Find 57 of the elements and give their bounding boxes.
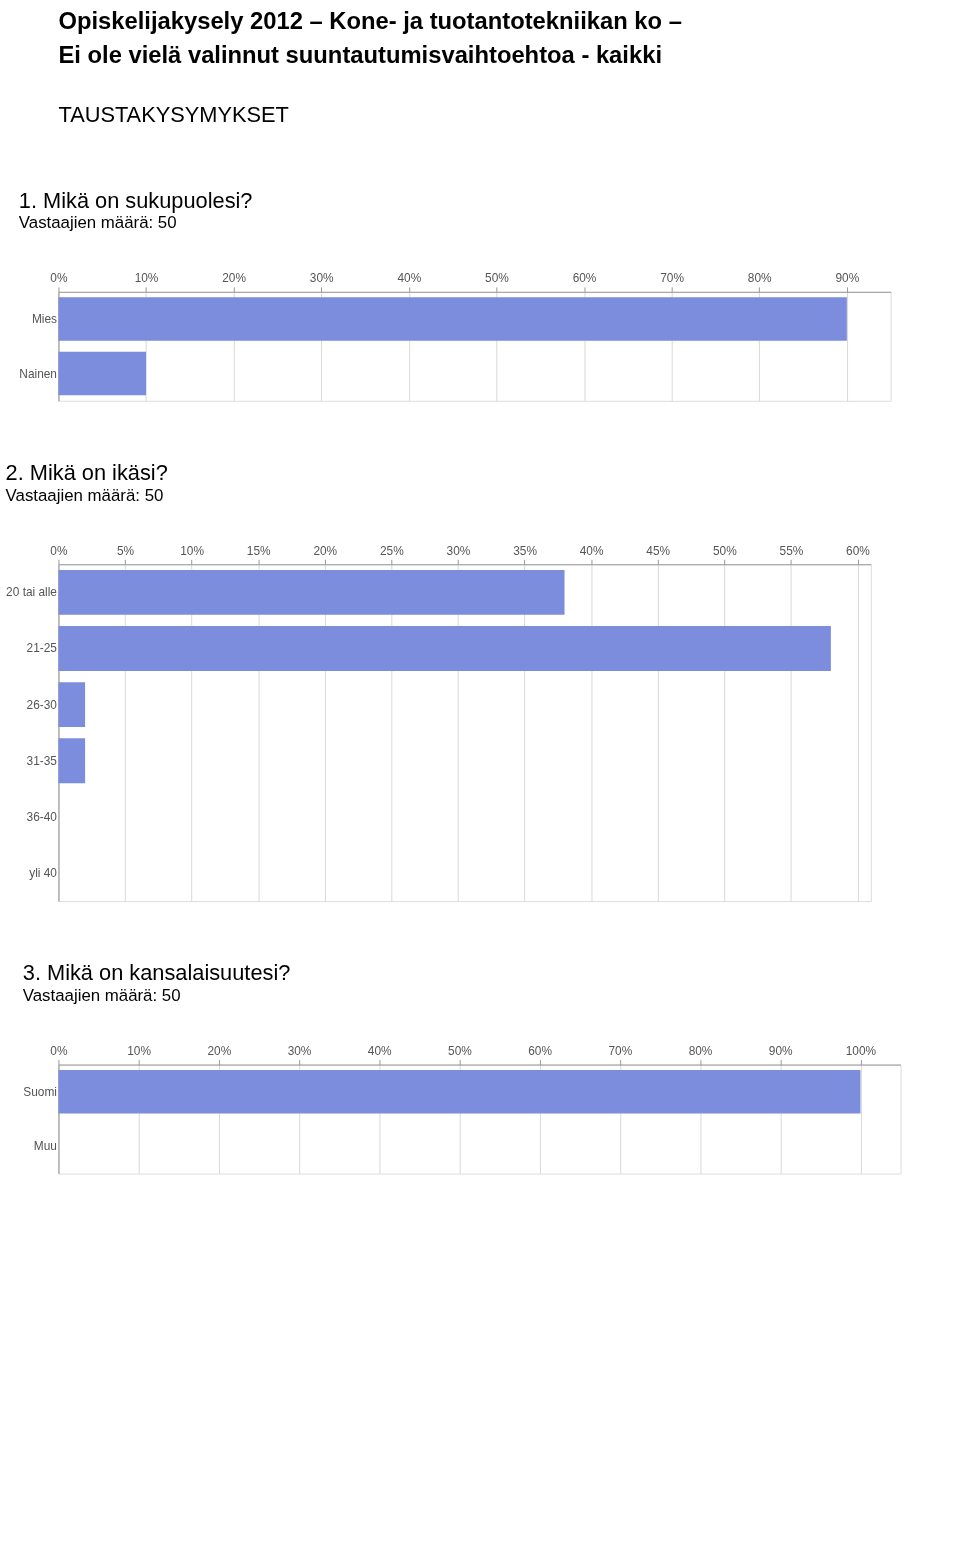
chart-title: 2. Mikä on ikäsi? [5, 460, 168, 486]
text: Opiskelijakysely 2012 – Kone- ja tuotantotekniikan ko – [58, 7, 682, 35]
x-tick-label: 15% [246, 543, 272, 558]
y-tick-label: 31-35 [26, 753, 58, 768]
x-tick-label: 10% [134, 271, 159, 286]
x-tick-label: 90% [835, 271, 860, 286]
x-tick-label: 10% [180, 543, 205, 558]
x-tick-label: 0% [50, 271, 68, 286]
x-tick-label: 0% [50, 543, 68, 558]
x-tick-label: 20% [222, 271, 247, 286]
text: Ei ole vielä valinnut suuntautumisvaihtoehtoa - kaikki [58, 40, 662, 68]
y-tick-label: yli 40 [29, 866, 58, 880]
y-tick-label: Muu [33, 1139, 57, 1154]
x-tick-label: 100% [845, 1044, 877, 1059]
bar [58, 626, 831, 671]
x-tick-label: 10% [127, 1044, 152, 1059]
bar [58, 569, 565, 615]
x-tick-label: 20% [207, 1044, 232, 1059]
y-tick-label: Mies [31, 312, 58, 327]
x-tick-label: 50% [448, 1044, 473, 1059]
x-tick-label: 30% [309, 271, 335, 286]
x-tick-label: 80% [747, 271, 773, 286]
x-tick-label: 30% [446, 543, 471, 558]
y-tick-label: 20 tai alle [6, 585, 58, 600]
x-tick-label: 50% [485, 271, 510, 286]
x-tick-label: 70% [660, 271, 685, 286]
y-tick-label: 26-30 [26, 697, 58, 712]
bar [58, 738, 86, 784]
x-tick-label: 30% [287, 1044, 312, 1059]
y-tick-label: 36-40 [26, 809, 58, 824]
bar [58, 682, 86, 728]
y-tick-label: Suomi [23, 1084, 57, 1099]
x-tick-label: 5% [116, 543, 135, 558]
chart-subtitle: Vastaajien määrä: 50 [5, 485, 164, 505]
y-tick-label: 21-25 [26, 641, 58, 656]
x-tick-label: 40% [367, 1044, 393, 1059]
x-tick-label: 40% [397, 271, 422, 286]
text: TAUSTAKYSYMYKSET [58, 102, 289, 128]
chart-subtitle: Vastaajien määrä: 50 [22, 986, 181, 1006]
x-tick-label: 20% [313, 543, 338, 558]
x-tick-label: 70% [608, 1044, 633, 1059]
x-tick-label: 35% [513, 543, 538, 558]
chart-title: 3. Mikä on kansalaisuutesi? [22, 960, 291, 986]
chart-subtitle: Vastaajien määrä: 50 [18, 213, 177, 233]
x-tick-label: 80% [688, 1044, 713, 1059]
x-tick-label: 45% [646, 543, 671, 558]
x-tick-label: 40% [579, 543, 604, 558]
x-tick-label: 55% [779, 543, 804, 558]
x-tick-label: 60% [846, 543, 871, 558]
chart-title: 1. Mikä on sukupuolesi? [18, 187, 253, 213]
x-tick-label: 60% [528, 1044, 553, 1059]
x-tick-label: 0% [50, 1044, 68, 1059]
x-tick-label: 50% [712, 543, 738, 558]
x-tick-label: 25% [380, 543, 405, 558]
x-tick-label: 60% [572, 271, 597, 286]
x-tick-label: 90% [768, 1044, 794, 1059]
y-tick-label: Nainen [19, 366, 57, 381]
